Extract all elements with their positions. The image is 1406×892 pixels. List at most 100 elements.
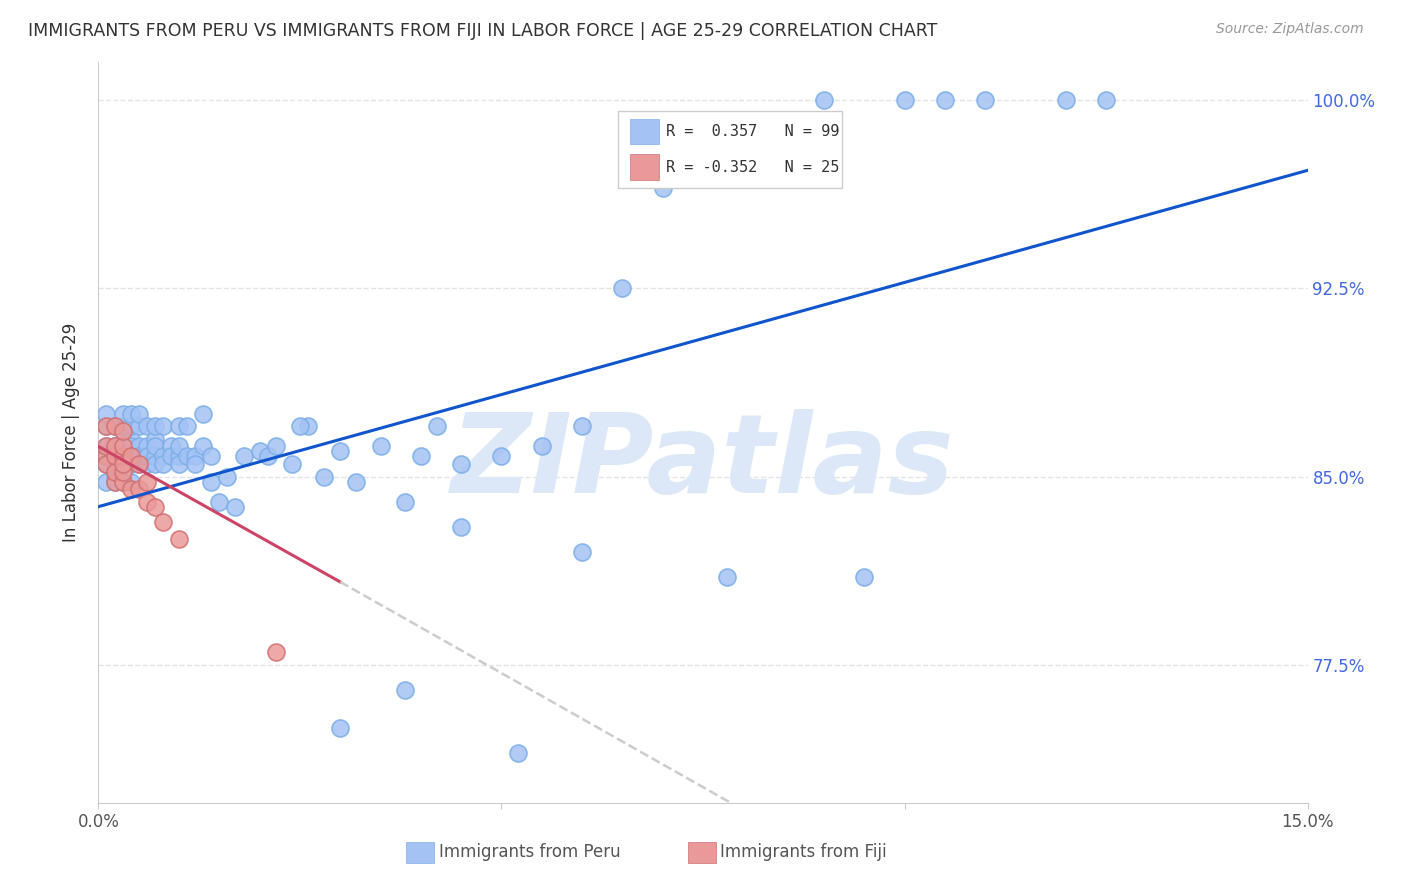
Point	[160, 439, 183, 453]
Point	[135, 450, 157, 464]
Text: IMMIGRANTS FROM PERU VS IMMIGRANTS FROM FIJI IN LABOR FORCE | AGE 25-29 CORRELAT: IMMIGRANTS FROM PERU VS IMMIGRANTS FROM …	[28, 22, 938, 40]
Point	[96, 450, 118, 464]
Point	[111, 439, 134, 453]
Point	[249, 444, 271, 458]
Point	[111, 439, 134, 453]
Point	[103, 450, 125, 464]
Point	[152, 515, 174, 529]
Point	[128, 457, 150, 471]
Point	[813, 93, 835, 107]
Point	[128, 407, 150, 421]
Text: R = -0.352   N = 25: R = -0.352 N = 25	[665, 160, 839, 175]
Point	[135, 439, 157, 453]
Point	[394, 682, 416, 697]
Point	[120, 475, 142, 489]
Point	[934, 93, 956, 107]
Point	[716, 570, 738, 584]
Point	[370, 439, 392, 453]
Point	[111, 425, 134, 439]
Text: Immigrants from Fiji: Immigrants from Fiji	[720, 843, 887, 861]
Point	[96, 457, 118, 471]
Point	[167, 533, 190, 547]
Point	[193, 439, 215, 453]
Point	[96, 475, 118, 489]
Point	[733, 118, 755, 132]
Point	[143, 500, 166, 514]
Point	[152, 457, 174, 471]
Point	[167, 419, 190, 434]
Point	[135, 475, 157, 489]
Point	[208, 494, 231, 508]
Point	[103, 450, 125, 464]
Text: Immigrants from Peru: Immigrants from Peru	[439, 843, 620, 861]
Point	[128, 482, 150, 496]
Point	[314, 469, 336, 483]
Point	[167, 450, 190, 464]
FancyBboxPatch shape	[619, 111, 842, 188]
Point	[128, 457, 150, 471]
Point	[111, 425, 134, 439]
Point	[103, 475, 125, 489]
Point	[143, 457, 166, 471]
Y-axis label: In Labor Force | Age 25-29: In Labor Force | Age 25-29	[62, 323, 80, 542]
Point	[128, 450, 150, 464]
Point	[128, 419, 150, 434]
Point	[1095, 93, 1118, 107]
Point	[111, 407, 134, 421]
Point	[1054, 93, 1077, 107]
Point	[160, 450, 183, 464]
Point	[329, 444, 352, 458]
Point	[176, 450, 198, 464]
Point	[111, 465, 134, 479]
Point	[103, 419, 125, 434]
Point	[103, 419, 125, 434]
Point	[651, 181, 673, 195]
Point	[143, 432, 166, 446]
Point	[184, 457, 207, 471]
FancyBboxPatch shape	[406, 842, 434, 863]
Point	[111, 450, 134, 464]
Point	[344, 475, 367, 489]
Point	[200, 475, 222, 489]
Point	[217, 469, 239, 483]
Point	[491, 450, 513, 464]
Point	[103, 457, 125, 471]
Point	[184, 450, 207, 464]
Point	[152, 450, 174, 464]
Point	[974, 93, 997, 107]
Point	[103, 450, 125, 464]
Point	[111, 457, 134, 471]
Point	[111, 457, 134, 471]
Point	[506, 746, 529, 760]
Point	[103, 475, 125, 489]
Point	[96, 439, 118, 453]
Point	[264, 645, 287, 659]
Point	[329, 721, 352, 735]
Point	[120, 450, 142, 464]
Point	[152, 419, 174, 434]
Point	[128, 450, 150, 464]
Point	[426, 419, 449, 434]
Point	[409, 450, 432, 464]
Point	[232, 450, 254, 464]
Point	[167, 457, 190, 471]
Point	[297, 419, 319, 434]
Point	[120, 439, 142, 453]
Point	[103, 439, 125, 453]
Point	[394, 494, 416, 508]
Point	[111, 450, 134, 464]
Point	[103, 439, 125, 453]
Point	[530, 439, 553, 453]
Point	[143, 439, 166, 453]
Point	[120, 482, 142, 496]
Point	[103, 439, 125, 453]
Point	[96, 450, 118, 464]
Point	[103, 465, 125, 479]
Point	[111, 439, 134, 453]
Point	[224, 500, 246, 514]
Point	[264, 439, 287, 453]
Point	[193, 407, 215, 421]
Point	[120, 419, 142, 434]
Point	[571, 419, 593, 434]
Point	[96, 457, 118, 471]
